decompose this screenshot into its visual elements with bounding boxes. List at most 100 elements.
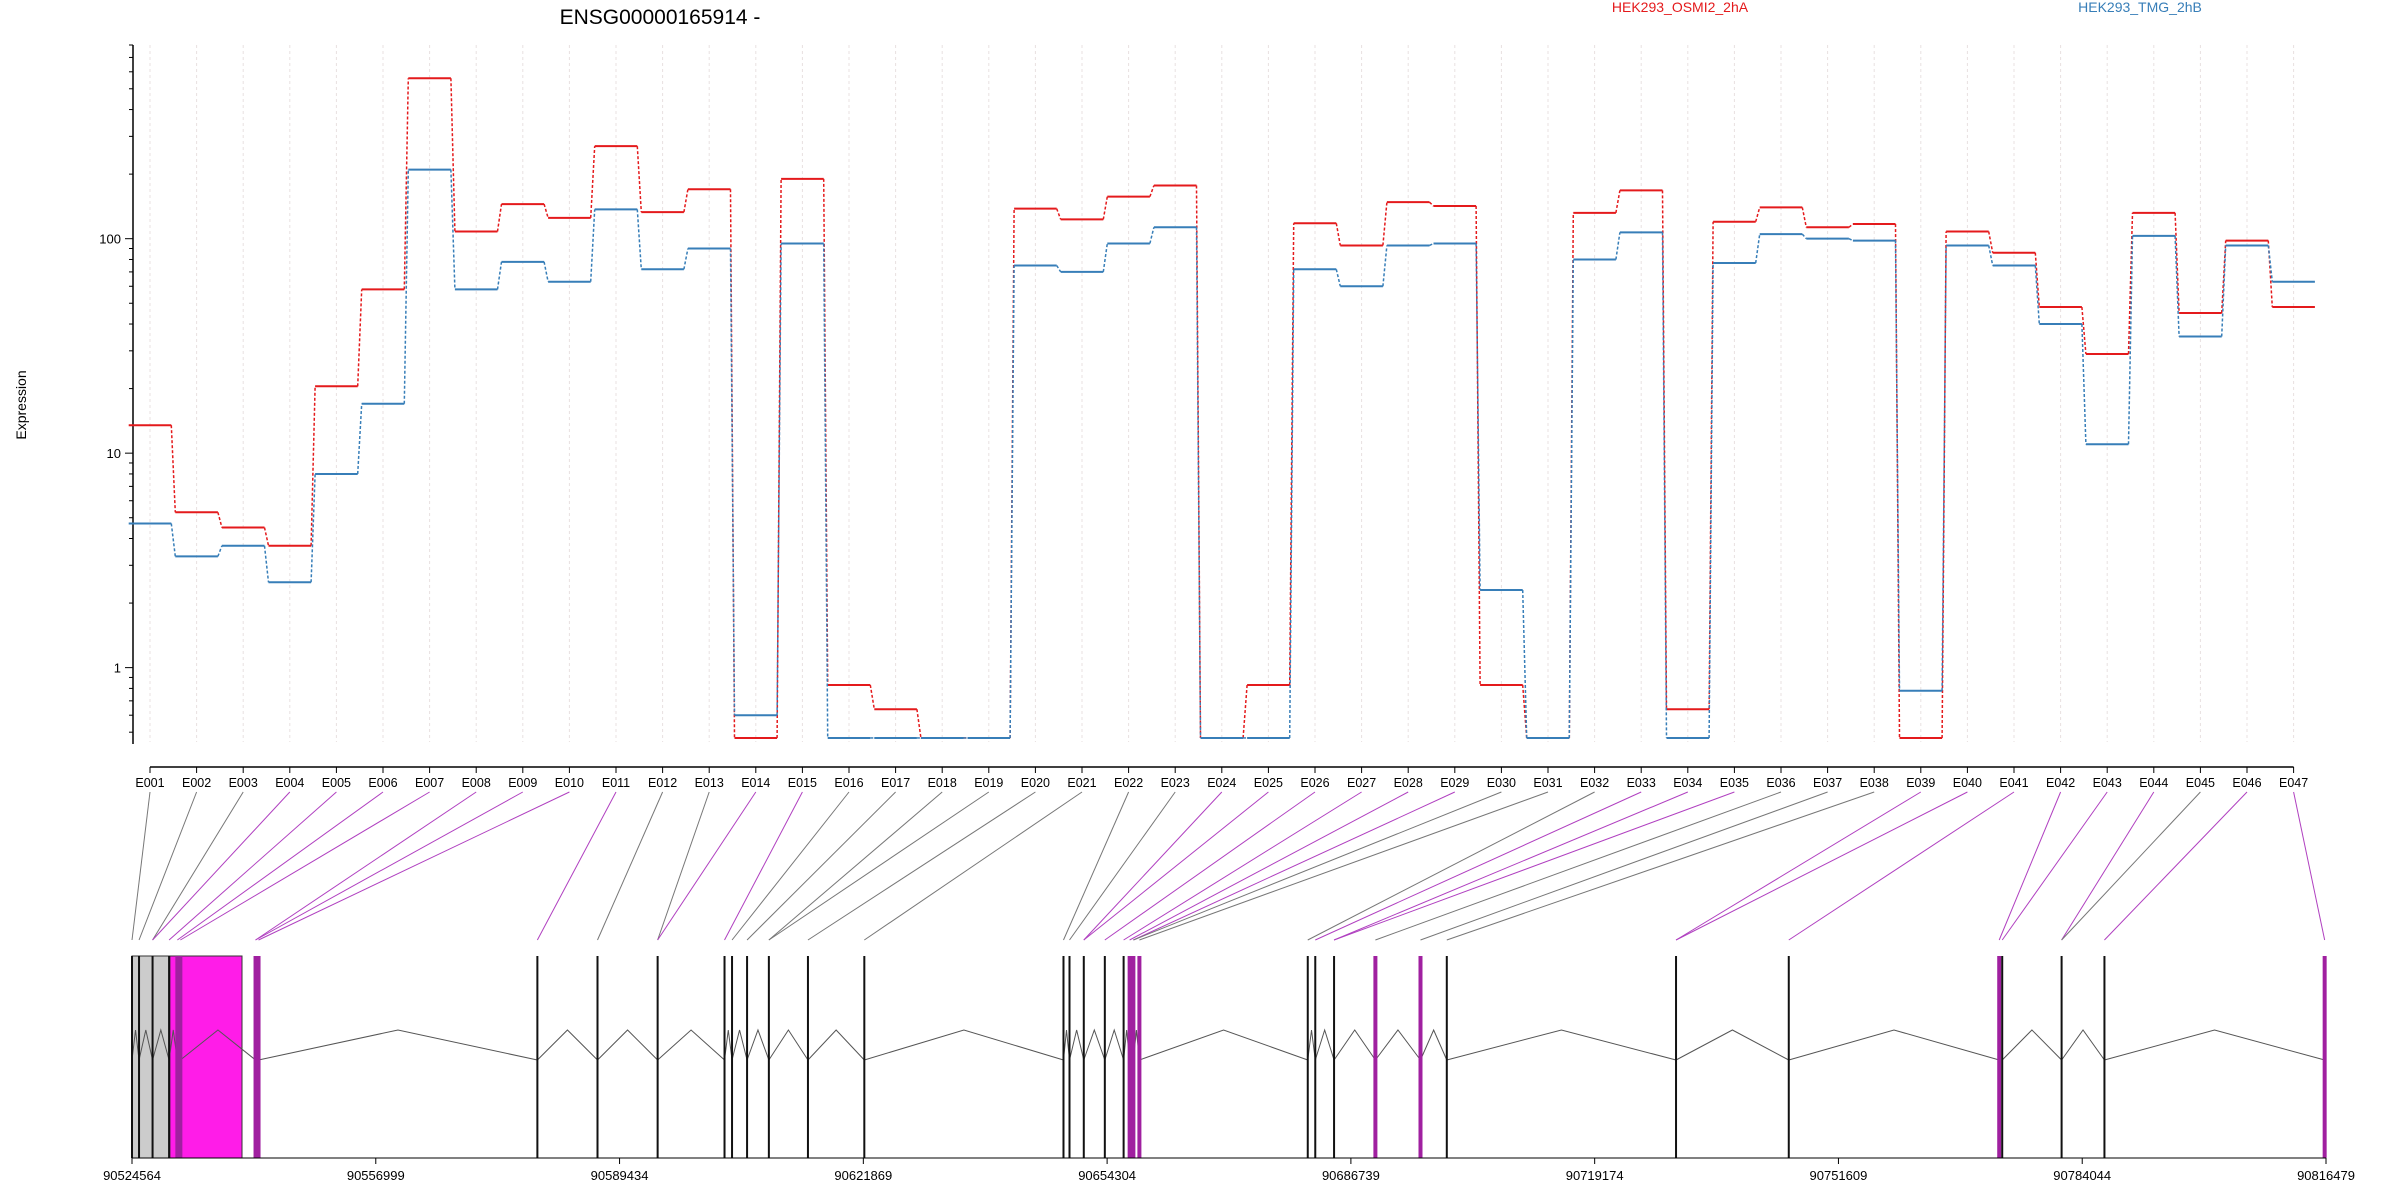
exon-connector-e009 xyxy=(255,791,524,941)
grid-lines xyxy=(149,45,2295,742)
exon-connector-e026 xyxy=(1104,791,1316,941)
x-tick-label-e028: E028 xyxy=(1394,776,1423,790)
exon-connector-e005 xyxy=(168,791,337,941)
highlighted-exon-bar xyxy=(2322,956,2327,1158)
exon-connector-e006 xyxy=(177,791,384,941)
intron-line xyxy=(1069,1029,1085,1061)
intron-line xyxy=(2061,1029,2105,1061)
series-connector xyxy=(2081,324,2087,445)
x-tick-label-e013: E013 xyxy=(695,776,724,790)
series-connector xyxy=(2081,306,2087,355)
gene-model xyxy=(131,955,2327,1159)
series-connector xyxy=(1801,233,1807,240)
exon-connector-e044 xyxy=(2061,791,2155,941)
x-tick-label-e045: E045 xyxy=(2186,776,2215,790)
series-connector xyxy=(636,209,643,270)
genomic-tick-label: 90751609 xyxy=(1810,1168,1868,1183)
intron-line xyxy=(1675,1029,1790,1061)
series-connector xyxy=(1521,684,1528,739)
series-connector xyxy=(916,709,922,739)
x-tick-label-e019: E019 xyxy=(974,776,1003,790)
series-connector xyxy=(1288,269,1295,738)
series-connector xyxy=(2267,245,2274,282)
legend: HEK293_OSMI2_2hA HEK293_TMG_2hB xyxy=(1612,0,2202,15)
exon-connector-e025 xyxy=(1083,791,1269,941)
series-connector xyxy=(356,289,363,387)
exon-connector-e023 xyxy=(1069,791,1176,941)
series-connector xyxy=(1195,227,1202,738)
x-tick-label-e024: E024 xyxy=(1207,776,1236,790)
highlighted-exon-bar xyxy=(178,956,183,1158)
x-tick-label-e025: E025 xyxy=(1254,776,1283,790)
intron-line xyxy=(258,1029,538,1061)
exon-connector-e032 xyxy=(1307,791,1595,941)
series-connector xyxy=(1615,190,1621,213)
exon-bar xyxy=(168,956,171,1158)
x-tick-label-e008: E008 xyxy=(462,776,491,790)
y-tick-label: 10 xyxy=(107,446,121,461)
x-tick-label-e037: E037 xyxy=(1813,776,1842,790)
intron-line xyxy=(1446,1029,1677,1061)
x-tick-label-e012: E012 xyxy=(648,776,677,790)
exon-bar xyxy=(1306,956,1309,1158)
exon-connector-e008 xyxy=(255,791,477,941)
series-connector xyxy=(1102,243,1109,273)
exon-connector-e002 xyxy=(138,791,198,941)
highlighted-exon-bar xyxy=(1127,956,1132,1158)
series-connector xyxy=(1288,223,1295,685)
x-tick-label-e034: E034 xyxy=(1673,776,1702,790)
exon-connector-e020 xyxy=(807,791,1036,941)
series-connector xyxy=(1056,265,1062,273)
x-tick-label-e018: E018 xyxy=(928,776,957,790)
x-tick-label-e003: E003 xyxy=(229,776,258,790)
highlighted-exon-bar xyxy=(175,956,180,1158)
exon-connectors xyxy=(131,791,2326,941)
exon-connector-e022 xyxy=(1063,791,1130,941)
y-tick-label: 100 xyxy=(99,232,121,247)
series-connector xyxy=(729,248,736,716)
exon-connector-e039 xyxy=(1675,791,1922,941)
exon-bar xyxy=(1314,956,1317,1158)
series-connector xyxy=(450,78,456,232)
series-connector xyxy=(1009,265,1015,738)
series-lines xyxy=(128,77,2315,739)
intron-line xyxy=(131,1029,140,1061)
exon-connector-e004 xyxy=(152,791,291,941)
exon-connector-e033 xyxy=(1315,791,1642,941)
series-connector xyxy=(170,523,177,557)
highlighted-exon-bar xyxy=(1373,956,1378,1158)
exon-bar xyxy=(1122,956,1125,1158)
exon-connector-e037 xyxy=(1420,791,1828,941)
series-connector xyxy=(1801,207,1808,228)
series-connector xyxy=(636,146,643,213)
exon-bar xyxy=(1068,956,1071,1158)
x-tick-label-e014: E014 xyxy=(741,776,770,790)
series-connector xyxy=(1242,684,1248,739)
highlighted-exon-bar xyxy=(253,956,258,1158)
exon-connector-e021 xyxy=(864,791,1083,941)
exon-connector-e036 xyxy=(1375,791,1782,941)
series-connector xyxy=(1149,185,1155,197)
exon-connector-e041 xyxy=(1788,791,2015,941)
intron-line xyxy=(1375,1029,1421,1061)
x-tick-label-e040: E040 xyxy=(1953,776,1982,790)
exon-connector-e027 xyxy=(1123,791,1362,941)
x-tick-label-e041: E041 xyxy=(1999,776,2028,790)
intron-line xyxy=(138,1029,154,1061)
series-connector xyxy=(683,189,689,213)
x-tick-label-e042: E042 xyxy=(2046,776,2075,790)
x-tick-label-e043: E043 xyxy=(2093,776,2122,790)
intron-line xyxy=(657,1029,725,1061)
series-connector xyxy=(1661,232,1668,738)
series-connector xyxy=(170,425,177,513)
intron-line xyxy=(152,1028,170,1061)
exon-connector-e042 xyxy=(1998,791,2062,941)
exon-bar xyxy=(151,956,154,1158)
x-tick-label-e020: E020 xyxy=(1021,776,1050,790)
genomic-coordinate-axis: 90524564 90556999 90589434 90621869 90654304… xyxy=(103,1157,2355,1183)
exon-connector-e038 xyxy=(1446,791,1875,941)
x-tick-label-e004: E004 xyxy=(275,776,304,790)
series-connector xyxy=(496,261,503,290)
exon-bar xyxy=(1103,956,1106,1158)
